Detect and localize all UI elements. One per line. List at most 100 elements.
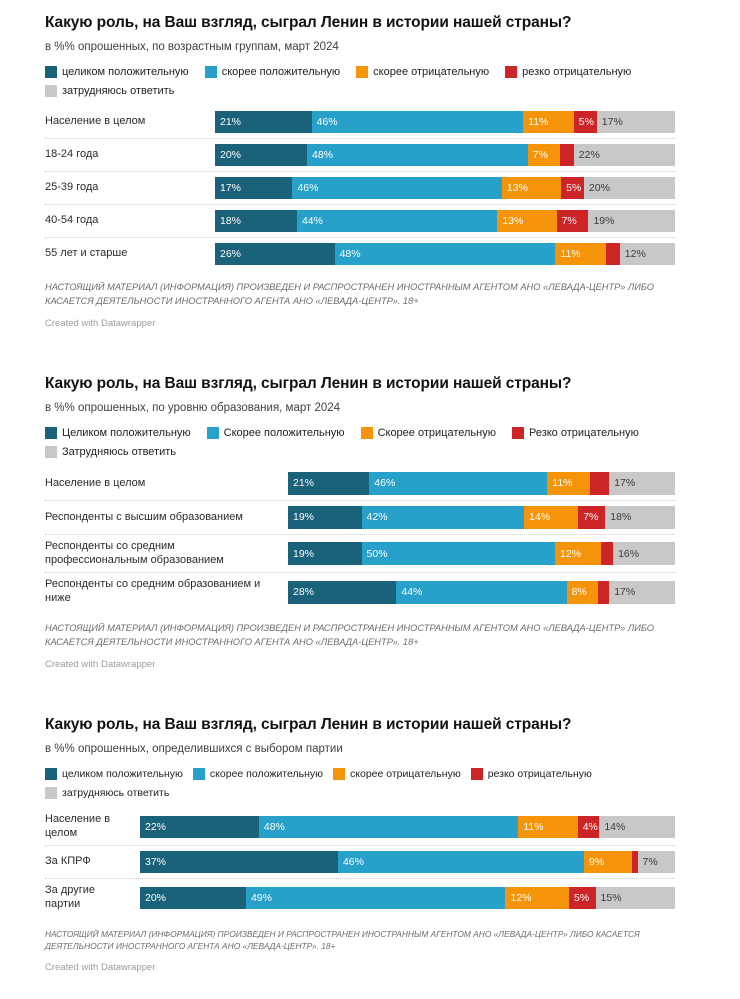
bar-segment-rather-positive: 44% [296, 210, 498, 232]
chart-title: Какую роль, на Ваш взгляд, сыграл Ленин … [45, 14, 572, 31]
bar-segment-rather-positive: 46% [369, 471, 548, 495]
bar-segment-rather-negative: 8% [566, 580, 598, 604]
row-separator [45, 572, 675, 574]
segment-value-label: 13% [506, 182, 528, 194]
legend: целиком положительную скорее положительну… [45, 66, 675, 97]
foreign-agent-disclaimer: НАСТОЯЩИЙ МАТЕРИАЛ (ИНФОРМАЦИЯ) ПРОИЗВЕД… [45, 928, 640, 952]
legend-label: скорее отрицательную [373, 66, 490, 78]
row-separator [45, 499, 675, 501]
segment-value-label: 48% [339, 248, 361, 260]
chart-3: Какую роль, на Ваш взгляд, сыграл Ленин … [45, 716, 675, 973]
rather-positive-swatch-icon [192, 767, 205, 780]
segment-value-label: 37% [145, 856, 167, 869]
segment-value-label: 19% [293, 511, 315, 524]
segment-value-label: 15% [600, 892, 622, 904]
legend: целиком положительную скорее положительну… [45, 767, 675, 799]
segment-value-label: 46% [316, 116, 338, 128]
row-label: Респонденты со средним образованием и ни… [45, 578, 261, 605]
row-separator [45, 237, 675, 238]
row-label: Респонденты с высшим образованием [45, 510, 243, 523]
bars-area: Население в целом 21% 46% 11% 5% 17% 18-24 год… [45, 111, 675, 265]
bar-segment-fully-positive: 37% [140, 851, 338, 874]
segment-value-label: 5% [578, 116, 594, 128]
segment-value-label: 49% [250, 892, 272, 904]
bar-segment-sharply-negative [601, 542, 614, 566]
stacked-bar: 26% 48% 11% 12% [215, 243, 675, 265]
segment-value-label: 42% [366, 511, 388, 524]
stacked-bar: 37% 46% 9% 7% [140, 851, 675, 874]
segment-value-label: 46% [342, 856, 364, 869]
bar-segment-rather-negative: 9% [584, 851, 633, 874]
bar-segment-sharply-negative [597, 580, 610, 604]
row-label: 18-24 года [45, 148, 99, 161]
bar-segment-rather-negative: 11% [555, 243, 606, 265]
row-label: 55 лет и старше [45, 247, 128, 260]
undecided-swatch-icon [45, 85, 57, 97]
sharply-negative-swatch-icon [470, 767, 483, 780]
bar-segment-fully-positive: 20% [215, 144, 307, 166]
bar-segment-undecided: 15% [595, 887, 675, 909]
segment-value-label: 12% [624, 248, 646, 260]
bar-segment-rather-positive: 46% [292, 177, 502, 199]
legend-label: скорее положительную [209, 767, 324, 780]
segment-value-label: 7% [532, 149, 548, 161]
bar-segment-undecided: 19% [588, 210, 675, 232]
row-separator [45, 845, 675, 847]
segment-value-label: 12% [510, 892, 532, 904]
bar-segment-rather-negative: 11% [547, 471, 590, 495]
segment-value-label: 11% [528, 116, 549, 128]
stacked-bar: 21% 46% 11% 5% 17% [215, 111, 675, 133]
fully-positive-swatch-icon [45, 426, 57, 439]
legend-item-undecided: Затрудняюсь ответить [45, 445, 176, 458]
segment-value-label: 20% [588, 182, 610, 194]
row-label: 25-39 года [45, 181, 99, 194]
bar-segment-undecided: 7% [637, 851, 675, 874]
rather-negative-swatch-icon [356, 66, 369, 78]
stacked-bar: 21% 46% 11% 17% [288, 471, 675, 495]
stacked-bar: 19% 42% 14% 7% 18% [288, 505, 675, 529]
row-separator [45, 204, 675, 205]
stacked-bar: 20% 48% 7% 22% [215, 144, 675, 166]
bar-segment-rather-negative: 7% [527, 144, 560, 166]
legend-label: затрудняюсь ответить [62, 85, 175, 97]
bar-segment-rather-negative: 11% [523, 111, 574, 133]
segment-value-label: 4% [582, 820, 598, 833]
bar-segment-sharply-negative: 5% [569, 887, 596, 909]
bars-area: Население в целом 22% 48% 11% 4% 14% За КПРФ 37… [45, 813, 675, 912]
fully-positive-swatch-icon [45, 66, 57, 78]
legend-item-sharply-negative: резко отрицательную [505, 66, 631, 78]
segment-value-label: 11% [523, 820, 544, 833]
legend-item-undecided: затрудняюсь ответить [45, 85, 174, 97]
bar-segment-fully-positive: 18% [215, 210, 297, 232]
segment-value-label: 46% [297, 182, 319, 194]
legend-label: Резко отрицательную [528, 426, 639, 439]
legend-label: резко отрицательную [522, 66, 632, 78]
bar-segment-sharply-negative [605, 243, 620, 265]
segment-value-label: 19% [593, 215, 615, 227]
undecided-swatch-icon [45, 786, 57, 799]
bar-row: Население в целом 22% 48% 11% 4% 14% [45, 813, 675, 841]
bar-segment-undecided: 17% [609, 580, 675, 604]
row-label: За другие партии [45, 884, 96, 910]
segment-value-label: 17% [614, 586, 636, 599]
row-label: Респонденты со средним профессиональным … [45, 539, 224, 566]
bar-segment-rather-negative: 13% [497, 210, 557, 232]
segment-value-label: 14% [529, 511, 551, 524]
bar-row: 18-24 года 20% 48% 7% 22% [45, 144, 675, 166]
row-label: За КПРФ [45, 855, 91, 868]
bar-row: Респонденты со средним профессиональным … [45, 540, 675, 568]
bar-segment-rather-positive: 48% [334, 243, 556, 265]
stacked-bar: 19% 50% 12% 16% [288, 542, 675, 566]
segment-value-label: 21% [293, 477, 315, 490]
bar-segment-fully-positive: 26% [215, 243, 335, 265]
rather-negative-swatch-icon [360, 426, 373, 439]
segment-value-label: 22% [145, 820, 167, 833]
legend-label: целиком положительную [62, 767, 183, 780]
segment-value-label: 12% [560, 547, 582, 560]
bar-segment-sharply-negative [632, 851, 638, 874]
row-separator [45, 533, 675, 535]
segment-value-label: 8% [571, 586, 587, 599]
bar-segment-rather-positive: 49% [245, 887, 506, 909]
bar-segment-fully-positive: 20% [140, 887, 246, 909]
row-separator [45, 878, 675, 880]
